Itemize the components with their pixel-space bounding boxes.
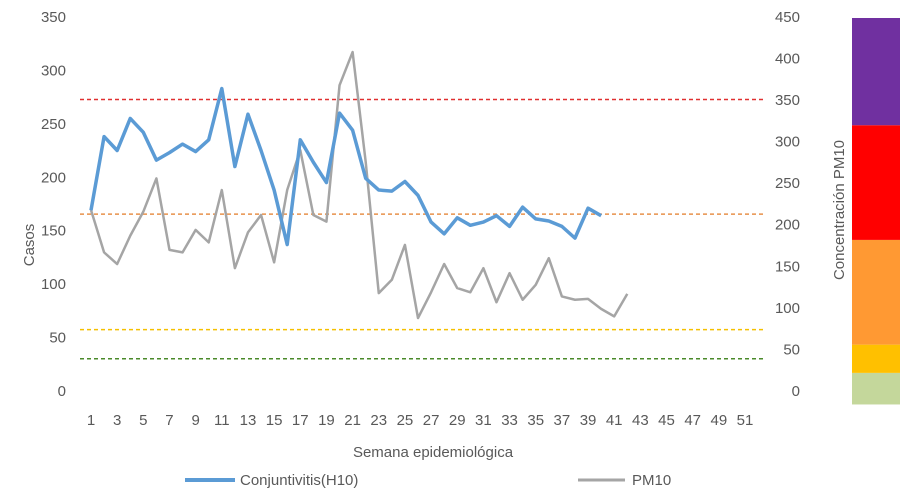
- y-tick-label: 300: [41, 62, 66, 79]
- x-tick-label: 29: [449, 412, 466, 429]
- y2-tick-label: 0: [792, 383, 800, 400]
- y-tick-label: 250: [41, 116, 66, 133]
- x-tick-label: 43: [632, 412, 649, 429]
- x-tick-label: 39: [580, 412, 597, 429]
- y-tick-label: 100: [41, 276, 66, 293]
- x-tick-label: 25: [397, 412, 414, 429]
- color-band: [852, 125, 900, 240]
- data-line: [89, 86, 602, 247]
- x-tick-label: 45: [658, 412, 675, 429]
- x-tick-label: 33: [501, 412, 518, 429]
- x-tick-label: 31: [475, 412, 492, 429]
- x-tick-label: 23: [370, 412, 387, 429]
- y2-axis-title: Concentración PM10: [831, 140, 848, 280]
- x-tick-label: 27: [423, 412, 440, 429]
- data-line: [89, 50, 629, 320]
- x-tick-label: 15: [266, 412, 283, 429]
- y2-tick-label: 50: [783, 341, 800, 358]
- x-tick-label: 47: [684, 412, 701, 429]
- x-tick-label: 9: [191, 412, 199, 429]
- y-axis-title: Casos: [21, 224, 38, 267]
- color-band: [852, 18, 900, 126]
- x-tick-label: 5: [139, 412, 147, 429]
- x-tick-label: 19: [318, 412, 335, 429]
- x-tick-label: 3: [113, 412, 121, 429]
- legend-label: Conjuntivitis(H10): [240, 472, 358, 489]
- x-tick-label: 37: [554, 412, 571, 429]
- y-tick-label: 0: [58, 383, 66, 400]
- x-tick-label: 1: [87, 412, 95, 429]
- x-tick-label: 49: [710, 412, 727, 429]
- y2-tick-label: 250: [775, 175, 800, 192]
- y2-tick-label: 100: [775, 300, 800, 317]
- color-band: [852, 239, 900, 345]
- y2-tick-label: 450: [775, 9, 800, 26]
- x-tick-label: 41: [606, 412, 623, 429]
- x-tick-label: 21: [344, 412, 361, 429]
- x-tick-label: 17: [292, 412, 309, 429]
- y2-tick-label: 150: [775, 258, 800, 275]
- y2-tick-label: 300: [775, 134, 800, 151]
- y-tick-label: 50: [49, 330, 66, 347]
- x-tick-label: 51: [737, 412, 754, 429]
- x-tick-label: 7: [165, 412, 173, 429]
- y2-tick-label: 400: [775, 51, 800, 68]
- x-tick-label: 11: [214, 412, 230, 429]
- color-band: [852, 344, 900, 373]
- legend-label: PM10: [632, 472, 671, 489]
- x-axis-title: Semana epidemiológica: [353, 444, 514, 461]
- y2-tick-label: 350: [775, 92, 800, 109]
- y2-tick-label: 200: [775, 217, 800, 234]
- y-tick-label: 150: [41, 223, 66, 240]
- y-tick-label: 350: [41, 9, 66, 26]
- color-band: [852, 372, 900, 405]
- x-tick-label: 13: [240, 412, 257, 429]
- x-tick-label: 35: [527, 412, 544, 429]
- y-tick-label: 200: [41, 169, 66, 186]
